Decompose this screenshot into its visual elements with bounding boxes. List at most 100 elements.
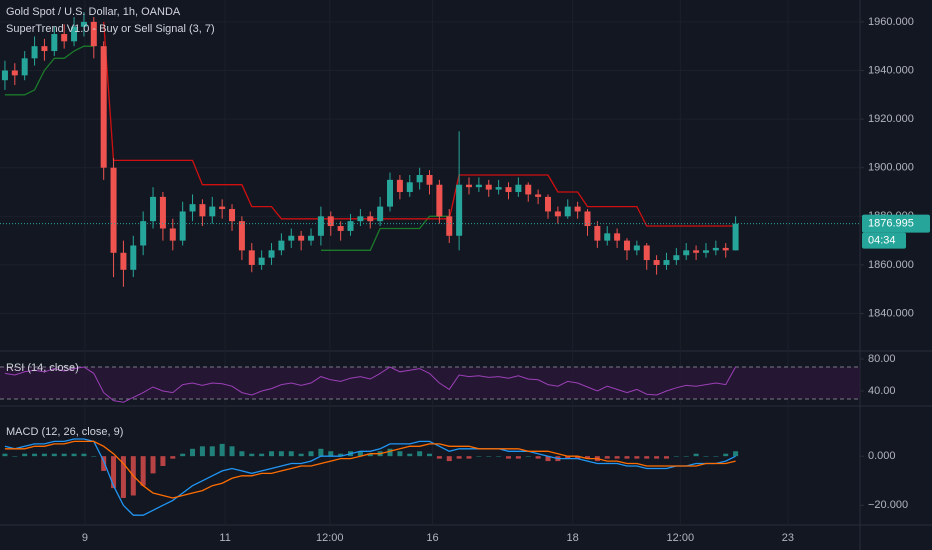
- last-price-label: 1876.995: [868, 218, 914, 230]
- histogram-bar: [387, 448, 393, 457]
- candle-body: [21, 58, 28, 76]
- candle-body: [584, 211, 591, 227]
- candle-body: [278, 240, 285, 251]
- histogram-bar: [634, 456, 640, 459]
- x-tick-label: 18: [567, 532, 579, 544]
- indicator-title: SuperTrend V1.0 - Buy or Sell Signal (3,…: [6, 23, 215, 35]
- candle-body: [80, 21, 87, 27]
- candle-body: [702, 250, 709, 253]
- histogram-bar: [466, 456, 472, 459]
- candle-body: [347, 221, 354, 231]
- candle-body: [436, 184, 443, 217]
- histogram-bar: [22, 453, 28, 457]
- histogram-bar: [249, 453, 255, 457]
- candle-body: [169, 228, 176, 241]
- histogram-bar: [525, 456, 531, 457]
- histogram-bar: [683, 456, 689, 457]
- histogram-bar: [673, 456, 679, 457]
- histogram-bar: [239, 451, 245, 457]
- histogram-bar: [505, 456, 511, 459]
- candle-body: [110, 167, 117, 253]
- candle-body: [288, 235, 295, 241]
- histogram-bar: [436, 456, 442, 459]
- histogram-bar: [417, 451, 423, 457]
- histogram-bar: [535, 456, 541, 459]
- histogram-bar: [219, 443, 225, 457]
- y-tick-label: 1940.000: [868, 64, 914, 76]
- candle-body: [633, 245, 640, 251]
- y-tick-label: 0.000: [868, 450, 896, 462]
- candle-body: [100, 46, 107, 168]
- histogram-bar: [338, 453, 344, 457]
- candle-body: [229, 209, 236, 222]
- candle-body: [357, 216, 364, 222]
- candle-body: [683, 250, 690, 256]
- x-tick-label: 9: [82, 532, 88, 544]
- candle-body: [268, 250, 275, 258]
- histogram-bar: [604, 456, 610, 459]
- histogram-bar: [407, 453, 413, 457]
- x-tick-label: 16: [426, 532, 438, 544]
- histogram-bar: [723, 453, 729, 457]
- candle-body: [337, 226, 344, 231]
- candle-body: [544, 196, 551, 212]
- histogram-bar: [199, 446, 205, 457]
- histogram-bar: [41, 453, 47, 457]
- candle-body: [120, 252, 127, 270]
- candle-body: [90, 21, 97, 47]
- candle-body: [495, 187, 502, 190]
- candle-body: [298, 235, 305, 241]
- histogram-bar: [71, 453, 77, 457]
- candle-body: [219, 206, 226, 210]
- candle-body: [71, 26, 78, 42]
- candle-body: [693, 250, 700, 253]
- candle-body: [416, 175, 423, 183]
- histogram-bar: [101, 456, 107, 471]
- histogram-bar: [515, 456, 521, 459]
- x-tick-label: 11: [219, 532, 230, 544]
- y-tick-label: 1920.000: [868, 113, 914, 125]
- candle-body: [150, 196, 157, 222]
- histogram-bar: [614, 456, 620, 459]
- y-tick-label: 1840.000: [868, 307, 914, 319]
- candle-body: [614, 233, 621, 241]
- candle-body: [377, 206, 384, 222]
- line: [103, 21, 736, 227]
- histogram-bar: [328, 451, 334, 457]
- histogram-bar: [545, 456, 551, 462]
- histogram-bar: [91, 456, 97, 457]
- candle-body: [209, 206, 216, 217]
- candle-body: [406, 182, 413, 193]
- last-price-box: [862, 214, 930, 233]
- candle-body: [712, 247, 719, 251]
- candle-body: [130, 245, 137, 270]
- histogram-bar: [644, 456, 650, 459]
- histogram-bar: [308, 451, 314, 457]
- chart-title: Gold Spot / U.S. Dollar, 1h, OANDA: [6, 6, 181, 18]
- y-tick-label: 1960.000: [868, 16, 914, 28]
- candle-body: [525, 184, 532, 195]
- histogram-bar: [288, 451, 294, 457]
- candle-body: [258, 257, 265, 265]
- candle-body: [189, 204, 196, 212]
- candle-body: [505, 187, 512, 193]
- candle-body: [61, 34, 68, 42]
- histogram-bar: [624, 456, 630, 459]
- candle-body: [554, 211, 561, 217]
- candle-body: [159, 196, 166, 229]
- x-tick-label: 12:00: [316, 532, 344, 544]
- candle-body: [317, 216, 324, 236]
- y-tick-label: 1900.000: [868, 162, 914, 174]
- histogram-bar: [703, 456, 709, 457]
- y-tick-label: 40.00: [868, 385, 896, 397]
- histogram-bar: [111, 456, 117, 489]
- y-tick-label: 1860.000: [868, 259, 914, 271]
- histogram-bar: [427, 453, 433, 457]
- candle-body: [31, 46, 38, 59]
- histogram-bar: [140, 456, 146, 486]
- candle-body: [623, 240, 630, 251]
- candle-body: [475, 184, 482, 188]
- histogram-bar: [209, 446, 215, 457]
- rsi-band: [0, 367, 860, 399]
